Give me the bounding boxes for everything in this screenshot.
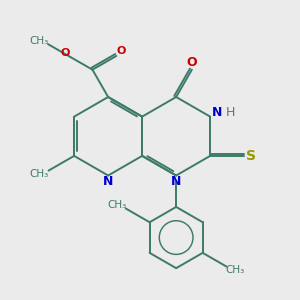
Text: S: S	[246, 149, 256, 163]
Text: N: N	[212, 106, 222, 119]
Text: N: N	[171, 175, 181, 188]
Text: O: O	[61, 48, 70, 58]
Text: CH₃: CH₃	[107, 200, 127, 210]
Text: N: N	[103, 175, 113, 188]
Text: O: O	[116, 46, 126, 56]
Text: CH₃: CH₃	[30, 36, 49, 46]
Text: CH₃: CH₃	[226, 265, 245, 275]
Text: CH₃: CH₃	[29, 169, 48, 179]
Text: H: H	[226, 106, 235, 119]
Text: O: O	[187, 56, 197, 69]
